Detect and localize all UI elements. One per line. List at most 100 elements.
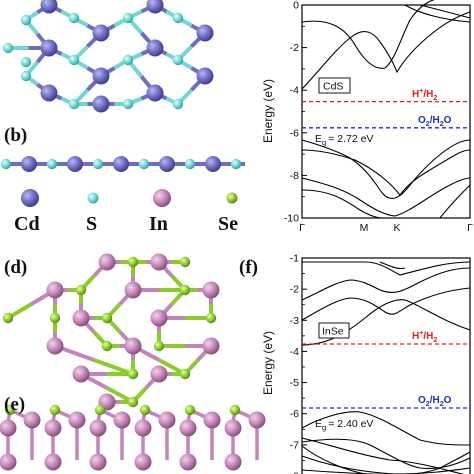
inse-band-line (301, 267, 471, 301)
cds-side-cd-atom (159, 156, 175, 172)
inse-h-label-sup: + (419, 330, 423, 337)
cds-top-chalcogen-atom (20, 70, 32, 82)
inse-plot-frame (301, 257, 471, 474)
cds-gap-main: E (315, 133, 322, 145)
inse-top-metal-atom (202, 337, 220, 355)
inse-side-se-atom (139, 404, 151, 416)
cds-y-tick-label: -2 (290, 42, 299, 54)
legend-in-atom (153, 189, 171, 207)
inse-top-chalcogen-atom (127, 256, 139, 268)
inse-top-metal-atom (150, 365, 168, 383)
inse-bands (301, 261, 471, 474)
inse-side-in-atom (224, 453, 242, 471)
inse-gap-sub: g (322, 423, 326, 432)
inse-top-chalcogen-atom (75, 284, 87, 296)
inse-y-tick-label: -3 (290, 315, 299, 327)
cds-top-chalcogen-atom (68, 54, 80, 66)
inse-side-se-atom (94, 404, 106, 416)
inse-top-bond (93, 358, 134, 376)
inse-h-ref-label: H+/H2 (412, 330, 437, 344)
inse-top-metal-atom (98, 253, 116, 271)
inse-side-in-atom (134, 419, 152, 437)
inse-side-in-atom (224, 419, 242, 437)
inse-top-view-structure (2, 253, 220, 411)
inse-y-ticks: -1 -2 -3 -4 -5 -6 -7 -8 (290, 253, 307, 474)
inse-top-metal-atom (150, 309, 168, 327)
cds-top-metal-atom (92, 24, 110, 42)
cds-gap-label: Eg = 2.72 eV (315, 133, 373, 147)
inse-top-chalcogen-atom (205, 312, 217, 324)
inse-y-tick-label: -1 (290, 253, 299, 265)
cds-o-label-end: O (444, 115, 452, 126)
panel-label-b: (b) (4, 125, 27, 146)
cds-top-chalcogen-atom (172, 98, 184, 110)
inse-top-chalcogen-atom (49, 312, 61, 324)
cds-side-view-structure (0, 156, 245, 172)
inse-h-label-main: H (412, 331, 419, 342)
legend-cd-label: Cd (14, 213, 40, 235)
legend-s-label: S (86, 213, 97, 235)
cds-plot-frame (301, 4, 471, 219)
cds-x-tick-label: Γ (299, 222, 305, 234)
inse-h-label-sub: 2 (433, 337, 437, 344)
cds-top-chalcogen-atom (122, 12, 134, 24)
cds-o-label-rest: /H (430, 115, 440, 126)
inse-band-line (301, 437, 465, 474)
legend-se-atom (226, 192, 238, 204)
cds-y-tick-label: -6 (290, 127, 299, 139)
cds-side-s-atom (184, 158, 196, 170)
inse-material-box (318, 322, 350, 339)
inse-top-chalcogen-atom (127, 368, 139, 380)
inse-top-chalcogen-atom (179, 256, 191, 268)
inse-top-chalcogen-atom (2, 312, 14, 324)
cds-top-metal-atom (146, 0, 164, 14)
cds-top-chalcogen-atom (20, 14, 32, 26)
cds-side-cd-atom (21, 156, 37, 172)
cds-o-label-main: O (418, 115, 426, 126)
cds-side-cd-atom (67, 156, 83, 172)
cds-side-s-atom (46, 158, 58, 170)
inse-y-tick-label: -2 (290, 284, 299, 296)
cds-top-metal-atom (196, 67, 214, 85)
inse-side-in-atom (0, 419, 17, 437)
inse-gap-value: = 2.40 eV (328, 418, 373, 430)
cds-y-ticks: 0 -2 -4 -6 -8 -10 (284, 0, 307, 225)
inse-top-metal-atom (46, 337, 64, 355)
inse-band-line (302, 261, 471, 276)
legend-s-atom (87, 192, 99, 204)
cds-gap-sub: g (322, 138, 326, 147)
inse-side-in-atom (0, 453, 17, 471)
inse-top-chalcogen-atom (127, 396, 139, 408)
inse-o-label-end: O (444, 395, 452, 406)
inse-band-line (379, 261, 406, 270)
inse-side-in-atom (89, 419, 107, 437)
cds-top-chalcogen-atom (122, 98, 134, 110)
cds-top-metal-atom (92, 67, 110, 85)
inse-side-in-atom (89, 453, 107, 471)
cds-y-axis-title: Energy (eV) (261, 79, 275, 143)
cds-side-s-atom (0, 158, 12, 170)
cds-o-label-sub2: 2 (440, 121, 444, 128)
inse-band-line (301, 411, 471, 446)
inse-side-in-atom (68, 411, 86, 429)
inse-band-structure-chart: -1-2-3-4-5-6-7-8 Energy (eV) InSe H+/H2 … (261, 253, 471, 474)
cds-top-view-structure (2, 0, 214, 113)
cds-h-label-mid: /H (423, 89, 433, 100)
cds-band-line (301, 177, 471, 217)
cds-band-line (419, 4, 471, 19)
inse-band-line (301, 287, 471, 321)
inse-o-ref-label: O2/H2O (418, 395, 452, 408)
cds-band-line (301, 139, 471, 199)
cds-o-label-sub: 2 (426, 121, 430, 128)
legend-in-label: In (149, 213, 168, 235)
atom-legend: Cd S In Se (14, 189, 238, 235)
inse-side-in-atom (134, 453, 152, 471)
inse-top-chalcogen-atom (101, 340, 113, 352)
inse-gap-main: E (315, 418, 322, 430)
cds-top-metal-atom (92, 95, 110, 113)
cds-h-ref-label: H+/H2 (412, 88, 437, 102)
cds-h-label-main: H (412, 89, 419, 100)
cds-side-s-atom (138, 158, 150, 170)
